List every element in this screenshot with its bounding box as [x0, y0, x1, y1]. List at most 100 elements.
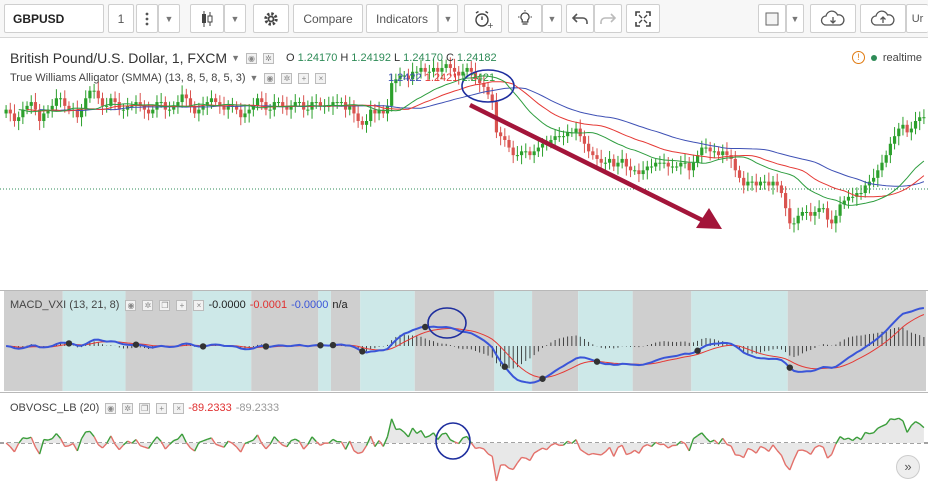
- chevron-down-icon[interactable]: ▼: [249, 73, 259, 83]
- candle-body: [779, 185, 784, 194]
- add-icon[interactable]: +: [298, 72, 310, 84]
- fullscreen-button[interactable]: [626, 4, 660, 33]
- obv-segment: [516, 456, 523, 464]
- obv-chart[interactable]: [0, 393, 928, 495]
- settings-small-icon[interactable]: ✲: [281, 72, 293, 84]
- obv-segment: [504, 464, 510, 469]
- add-icon[interactable]: +: [176, 299, 188, 311]
- clock-icon[interactable]: !: [851, 51, 865, 64]
- bulb-icon: [518, 9, 532, 25]
- obv-segment: [332, 438, 338, 443]
- settings-button[interactable]: [253, 4, 289, 33]
- candle-body: [696, 155, 700, 163]
- candle-body: [373, 109, 377, 114]
- unnamed-layout-button[interactable]: Ur: [906, 4, 928, 33]
- undo-button[interactable]: [566, 4, 594, 33]
- indicators-label: Indicators: [375, 11, 429, 26]
- candle-body: [851, 196, 855, 198]
- close-icon[interactable]: ×: [193, 299, 205, 311]
- candle-body: [109, 98, 113, 106]
- candle-body: [67, 105, 71, 110]
- candle-body: [712, 151, 716, 153]
- candle-body: [767, 181, 771, 186]
- ideas-dropdown[interactable]: ▼: [542, 4, 562, 33]
- price-pane[interactable]: [0, 39, 928, 290]
- candle-body: [415, 71, 419, 73]
- compare-button[interactable]: Compare: [293, 4, 363, 33]
- price-chart[interactable]: [0, 39, 928, 290]
- obv-segment: [521, 456, 526, 459]
- obv-segment: [575, 439, 581, 450]
- ideas-button[interactable]: [508, 4, 542, 33]
- candle-body: [503, 136, 507, 140]
- macd-shade-region: [691, 291, 788, 391]
- obv-segment: [365, 435, 372, 446]
- obv-segment: [814, 444, 820, 449]
- interval-button[interactable]: 1: [108, 4, 134, 33]
- load-chart-button[interactable]: [810, 4, 856, 33]
- close-icon[interactable]: ×: [173, 402, 185, 414]
- drawing-color-dropdown[interactable]: ▼: [786, 4, 804, 33]
- obv-segment: [487, 453, 493, 457]
- macd-shade-region: [578, 291, 633, 391]
- settings-small-icon[interactable]: ✲: [122, 402, 134, 414]
- obv-segment: [38, 439, 45, 455]
- obv-segment: [760, 445, 765, 449]
- obv-segment: [571, 439, 577, 444]
- obv-segment: [835, 436, 841, 445]
- scroll-to-end-button[interactable]: »: [896, 455, 920, 479]
- chart-style-button[interactable]: [190, 4, 224, 33]
- obv-segment: [382, 436, 389, 447]
- eye-icon[interactable]: ◉: [125, 299, 137, 311]
- candle-body: [75, 109, 79, 118]
- obv-segment: [173, 438, 179, 442]
- pane-divider[interactable]: [0, 392, 928, 393]
- candle-body: [457, 71, 461, 76]
- candle-body: [746, 181, 750, 186]
- eye-icon[interactable]: ◉: [246, 52, 257, 64]
- obv-segment: [852, 436, 858, 442]
- indicators-button[interactable]: Indicators: [366, 4, 438, 33]
- macd-pane[interactable]: [0, 291, 928, 391]
- obv-segment: [458, 437, 464, 445]
- copy-icon[interactable]: ❐: [159, 299, 171, 311]
- candle-body: [687, 162, 691, 171]
- interval-menu-button[interactable]: [136, 4, 158, 33]
- eye-icon[interactable]: ◉: [105, 402, 117, 414]
- settings-small-icon[interactable]: ✲: [142, 299, 154, 311]
- chevron-down-icon[interactable]: ▼: [231, 53, 240, 63]
- close-icon[interactable]: ×: [315, 72, 327, 84]
- candle-body: [624, 158, 628, 167]
- interval-dropdown[interactable]: ▼: [158, 4, 180, 33]
- candle-body: [402, 75, 406, 77]
- obv-segment: [621, 445, 627, 455]
- obv-segment: [135, 439, 141, 447]
- save-chart-button[interactable]: [860, 4, 906, 33]
- copy-icon[interactable]: ❐: [139, 402, 151, 414]
- obv-pane[interactable]: [0, 393, 928, 495]
- candle-body: [582, 136, 587, 144]
- symbol-input[interactable]: GBPUSD: [4, 4, 104, 33]
- drawing-color-button[interactable]: [758, 4, 786, 33]
- obv-segment: [240, 443, 246, 453]
- obv-segment: [131, 439, 137, 444]
- add-icon[interactable]: +: [156, 402, 168, 414]
- obv-segment: [894, 417, 899, 421]
- obv-segment: [676, 440, 682, 446]
- alert-button[interactable]: +: [464, 4, 502, 33]
- eye-icon[interactable]: ◉: [264, 72, 276, 84]
- candle-body: [549, 139, 553, 144]
- chart-style-dropdown[interactable]: ▼: [224, 4, 246, 33]
- alligator-lips-line: [18, 75, 925, 206]
- candle-body: [528, 151, 532, 156]
- obv-segment: [47, 438, 53, 441]
- indicators-dropdown[interactable]: ▼: [438, 4, 458, 33]
- chart-title: British Pound/U.S. Dollar, 1, FXCM: [10, 50, 228, 66]
- settings-small-icon[interactable]: ✲: [263, 52, 274, 64]
- pane-divider[interactable]: [0, 290, 928, 291]
- macd-chart[interactable]: [0, 291, 928, 391]
- ohlc-values: O 1.24170 H 1.24192 L 1.24170 C 1.24182: [286, 52, 497, 64]
- redo-button[interactable]: [594, 4, 622, 33]
- obv-segment: [152, 436, 158, 443]
- candle-body: [796, 215, 800, 224]
